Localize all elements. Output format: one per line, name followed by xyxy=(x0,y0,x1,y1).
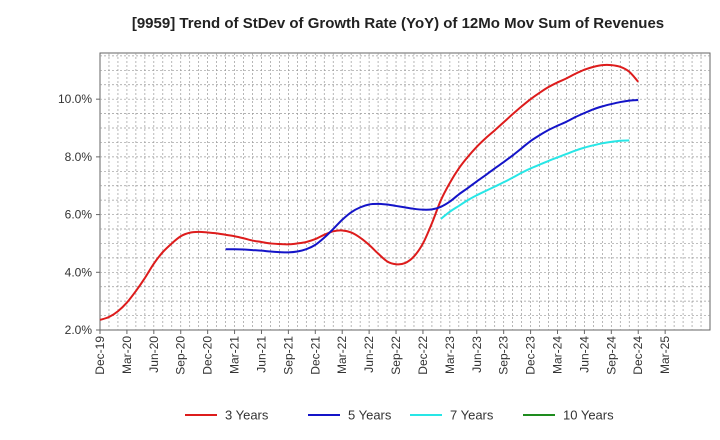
x-tick-label: Mar-25 xyxy=(658,336,672,374)
x-tick-label: Mar-21 xyxy=(228,336,242,374)
x-tick-label: Mar-23 xyxy=(443,336,457,374)
series-line-5-years xyxy=(225,99,639,254)
x-tick-label: Dec-19 xyxy=(93,336,107,375)
legend-label-10-years: 10 Years xyxy=(563,408,614,423)
x-tick-label: Sep-23 xyxy=(497,336,511,375)
x-tick-label: Mar-22 xyxy=(335,336,349,374)
x-tick-label: Dec-20 xyxy=(201,336,215,375)
series-line-7-years xyxy=(440,139,630,220)
legend-label-7-years: 7 Years xyxy=(450,408,494,423)
x-tick-label: Jun-23 xyxy=(470,336,484,373)
series-lines xyxy=(99,63,639,321)
x-axis-ticks: Dec-19 Mar-20 Jun-20 Sep-20 Dec-20 Mar-21 Jun-… xyxy=(93,330,672,375)
x-tick-label: Sep-20 xyxy=(174,336,188,375)
x-tick-label: Mar-20 xyxy=(120,336,134,374)
grid-lines xyxy=(100,53,710,330)
x-tick-label: Mar-24 xyxy=(551,336,565,374)
x-tick-label: Dec-23 xyxy=(524,336,538,375)
x-tick-label: Dec-24 xyxy=(631,336,645,375)
legend-label-5-years: 5 Years xyxy=(348,408,392,423)
y-tick-label: 2.0% xyxy=(65,323,93,337)
series-line-3-years xyxy=(99,63,639,321)
y-tick-label: 10.0% xyxy=(58,92,92,106)
x-tick-label: Sep-24 xyxy=(604,336,618,375)
y-tick-label: 6.0% xyxy=(65,208,93,222)
legend-label-3-years: 3 Years xyxy=(225,408,269,423)
y-axis-ticks: 2.0% 4.0% 6.0% 8.0% 10.0% xyxy=(58,92,100,337)
legend: 3 Years 5 Years 7 Years 10 Years xyxy=(185,408,614,423)
x-tick-label: Jun-24 xyxy=(577,336,591,373)
y-tick-label: 4.0% xyxy=(65,265,93,279)
x-tick-label: Jun-22 xyxy=(362,336,376,373)
x-tick-label: Dec-21 xyxy=(308,336,322,375)
x-tick-label: Jun-21 xyxy=(254,336,268,373)
y-tick-label: 8.0% xyxy=(65,150,93,164)
x-tick-label: Jun-20 xyxy=(147,336,161,373)
x-tick-label: Sep-22 xyxy=(389,336,403,375)
x-tick-label: Dec-22 xyxy=(416,336,430,375)
x-tick-label: Sep-21 xyxy=(281,336,295,375)
chart-title: [9959] Trend of StDev of Growth Rate (Yo… xyxy=(132,15,664,32)
